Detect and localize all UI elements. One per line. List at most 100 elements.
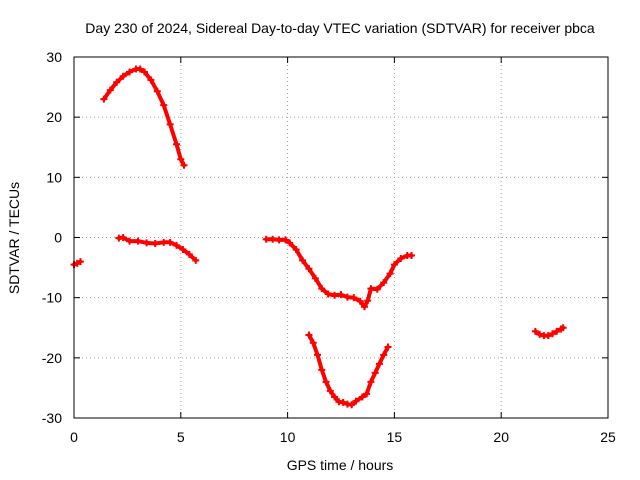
data-point	[343, 293, 351, 301]
data-point	[356, 297, 364, 305]
data-point	[309, 339, 317, 347]
data-point	[360, 303, 368, 311]
data-point	[126, 68, 134, 76]
data-point	[339, 398, 347, 406]
chart-title: Day 230 of 2024, Sidereal Day-to-day VTE…	[85, 20, 595, 36]
data-point	[134, 237, 142, 245]
x-tick-label: 0	[70, 429, 78, 445]
data-point	[160, 101, 168, 109]
data-point	[322, 378, 330, 386]
data-point	[318, 366, 326, 374]
data-point	[305, 265, 313, 273]
data-point	[350, 294, 358, 302]
data-point	[147, 76, 155, 84]
data-point	[380, 279, 388, 287]
data-point	[371, 369, 379, 377]
data-point	[299, 256, 307, 264]
y-tick-label: 30	[46, 49, 62, 65]
data-point	[352, 397, 360, 405]
data-point	[373, 285, 381, 293]
data-point	[292, 246, 300, 254]
data-point	[390, 261, 398, 269]
data-point	[143, 239, 151, 247]
data-point	[180, 161, 188, 169]
data-point	[153, 87, 161, 95]
data-point	[305, 331, 313, 339]
data-point	[113, 78, 121, 86]
data-point	[275, 236, 283, 244]
data-point	[119, 234, 127, 241]
y-tick-label: -30	[42, 410, 62, 426]
sdtvar-arc-3	[115, 234, 200, 264]
grid-lines	[74, 57, 608, 418]
data-point	[119, 72, 127, 80]
x-tick-label: 25	[600, 429, 616, 445]
y-tick-label: -10	[42, 290, 62, 306]
data-point	[100, 95, 108, 103]
data-point	[375, 360, 383, 368]
data-point	[326, 387, 334, 395]
data-point	[559, 324, 567, 332]
data-point	[397, 255, 405, 263]
x-tick-label: 15	[387, 429, 403, 445]
data-point	[179, 246, 187, 254]
data-series	[70, 65, 567, 409]
data-point	[531, 327, 539, 335]
data-point	[126, 237, 134, 245]
data-point	[269, 235, 277, 243]
data-point	[262, 235, 270, 243]
data-point	[380, 351, 388, 359]
data-point	[281, 236, 289, 244]
data-point	[544, 332, 552, 340]
x-tick-label: 20	[493, 429, 509, 445]
data-point	[324, 290, 332, 298]
data-point	[311, 274, 319, 282]
sdtvar-arc-1	[70, 258, 84, 269]
sdtvar-arc-5	[305, 331, 392, 409]
x-tick-label: 5	[177, 429, 185, 445]
data-point	[553, 327, 561, 335]
y-tick-label: 0	[54, 230, 62, 246]
data-point	[166, 238, 174, 246]
data-point	[367, 285, 375, 293]
data-point	[177, 155, 185, 163]
data-point	[106, 86, 114, 94]
data-point	[286, 239, 294, 247]
data-point	[548, 330, 556, 338]
data-point	[331, 393, 339, 401]
data-point	[386, 270, 394, 278]
y-tick-label: 20	[46, 109, 62, 125]
data-point	[173, 140, 181, 148]
data-point	[151, 240, 159, 248]
data-point	[173, 241, 181, 249]
data-point	[166, 120, 174, 128]
data-point	[407, 252, 415, 260]
data-point	[384, 343, 392, 351]
sdtvar-arc-4-trace	[264, 237, 414, 309]
data-point	[367, 378, 375, 386]
x-tick-label: 10	[280, 429, 296, 445]
axis-ticks: 0 5 10 15 20 25 -30 -20 -10 0 10 20 30	[42, 49, 616, 445]
data-point	[76, 258, 84, 266]
data-point	[140, 68, 148, 76]
data-point	[160, 238, 168, 246]
data-point	[331, 291, 339, 299]
data-point	[314, 351, 322, 359]
data-point	[318, 285, 326, 293]
x-axis-label: GPS time / hours	[287, 457, 394, 473]
data-point	[348, 401, 356, 409]
y-tick-label: -20	[42, 350, 62, 366]
sdtvar-arc-6	[531, 324, 567, 340]
data-point	[358, 393, 366, 401]
data-point	[136, 65, 144, 73]
y-tick-label: 10	[46, 169, 62, 185]
sdtvar-arc-4	[262, 235, 415, 311]
data-point	[185, 250, 193, 258]
data-point	[536, 330, 544, 338]
data-point	[192, 256, 200, 264]
data-point	[337, 291, 345, 299]
data-point	[364, 297, 372, 305]
sdtvar-arc-2	[100, 65, 188, 169]
data-point	[363, 390, 371, 398]
